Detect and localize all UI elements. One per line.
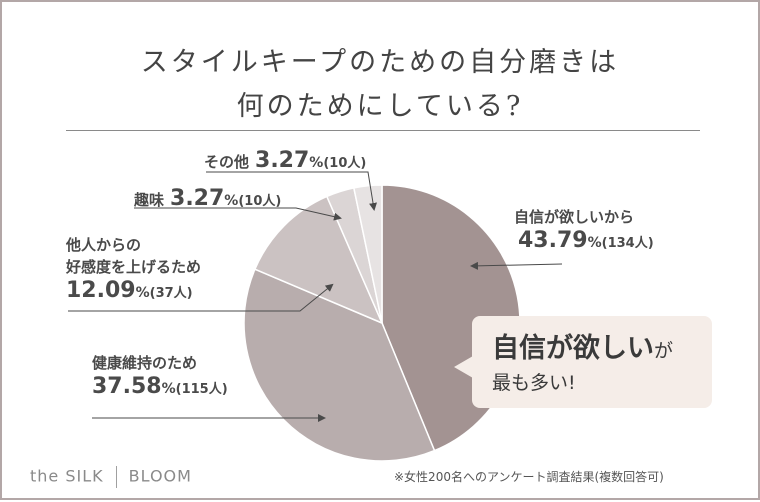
brand-logo: the SILK BLOOM: [30, 466, 192, 488]
label-hobby-percent: 3.27: [170, 186, 225, 211]
slice-others-impression: [253, 195, 384, 325]
label-others-impression-line1: 他人からの: [66, 236, 142, 254]
label-other: その他 3.27%(10人): [204, 148, 366, 173]
label-hobby-unit: %: [224, 193, 239, 209]
label-confidence: 自信が欲しいから 43.79%(134人): [514, 206, 654, 253]
label-other-name: その他: [204, 153, 250, 171]
label-others-impression-unit: %: [135, 285, 150, 301]
label-confidence-percent: 43.79: [518, 228, 588, 253]
callout-emphasis: 自信が欲しい: [492, 333, 654, 364]
label-others-impression-percent: 12.09: [66, 278, 136, 303]
title-divider: [66, 130, 700, 131]
slice-other: [352, 184, 383, 324]
leader-others-impression: [68, 283, 334, 312]
title-line-2: 何のためにしている?: [236, 91, 524, 122]
callout-line-2: 最も多い!: [492, 372, 576, 394]
label-health-count: (115人): [175, 382, 228, 397]
label-hobby: 趣味 3.27%(10人): [134, 186, 281, 211]
label-health-unit: %: [161, 381, 176, 397]
callout-tail: [454, 356, 473, 378]
brand-left: the SILK: [30, 466, 104, 486]
label-other-percent: 3.27: [255, 148, 310, 173]
leader-confidence: [470, 261, 563, 270]
callout-box: 自信が欲しいが 最も多い!: [472, 316, 712, 408]
callout-particle: が: [654, 340, 674, 362]
label-others-impression-line2: 好感度を上げるため: [66, 258, 202, 276]
label-health-percent: 37.58: [92, 374, 162, 399]
callout-line-1: 自信が欲しいが: [492, 326, 673, 365]
slice-health: [243, 268, 436, 462]
footnote: ※女性200名へのアンケート調査結果(複数回答可): [394, 470, 664, 484]
label-other-count: (10人): [323, 156, 367, 171]
label-others-impression: 他人からの 好感度を上げるため 12.09%(37人): [66, 234, 201, 303]
brand-right: BLOOM: [128, 466, 192, 486]
label-confidence-name: 自信が欲しいから: [514, 208, 635, 226]
label-health: 健康維持のため 37.58%(115人): [92, 352, 228, 399]
title-line-1: スタイルキープのための自分磨きは: [140, 47, 620, 78]
leader-hobby: [134, 207, 342, 221]
label-confidence-unit: %: [587, 235, 602, 251]
leader-other: [206, 171, 377, 211]
label-hobby-name: 趣味: [134, 191, 165, 209]
label-hobby-count: (10人): [238, 194, 282, 209]
label-others-impression-count: (37人): [149, 286, 193, 301]
label-other-unit: %: [309, 155, 324, 171]
label-confidence-count: (134人): [601, 236, 654, 251]
brand-separator: [115, 466, 117, 488]
label-health-name: 健康維持のため: [92, 354, 198, 372]
